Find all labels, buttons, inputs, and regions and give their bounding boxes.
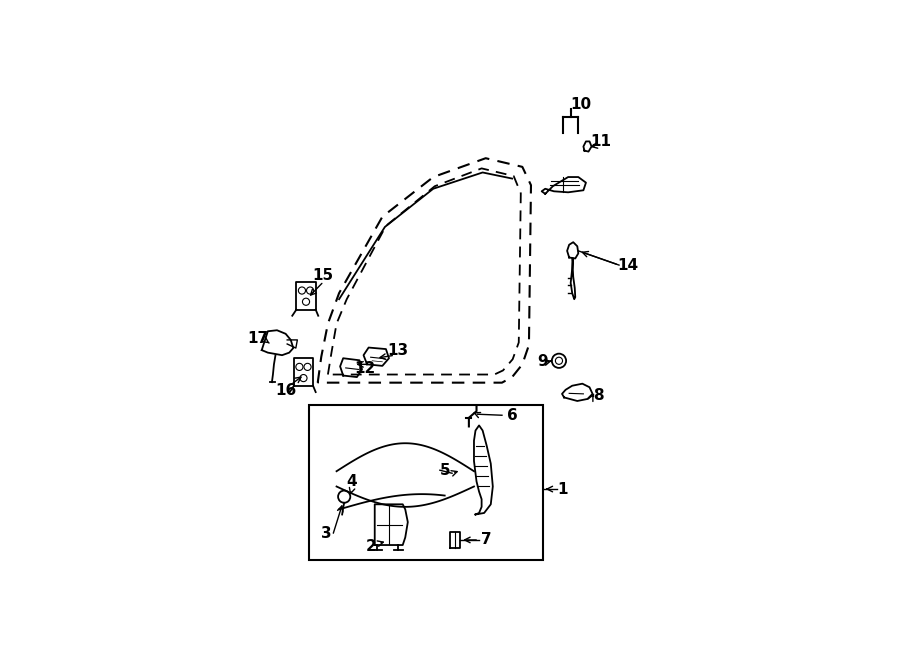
- Text: 5: 5: [440, 463, 450, 478]
- Text: 14: 14: [617, 258, 639, 272]
- Text: 6: 6: [507, 408, 517, 423]
- Text: 10: 10: [571, 97, 591, 112]
- Text: 15: 15: [312, 268, 333, 283]
- Text: 4: 4: [346, 474, 357, 489]
- Text: 11: 11: [590, 134, 612, 149]
- Text: 12: 12: [354, 361, 375, 376]
- Text: 17: 17: [248, 331, 268, 346]
- Text: 1: 1: [558, 482, 568, 496]
- Text: 7: 7: [482, 533, 492, 547]
- Text: 13: 13: [387, 342, 409, 358]
- Text: 8: 8: [593, 389, 604, 403]
- Text: 16: 16: [275, 383, 296, 399]
- FancyBboxPatch shape: [309, 405, 543, 561]
- Text: 9: 9: [537, 354, 548, 369]
- Text: 2: 2: [365, 539, 376, 553]
- Text: 3: 3: [321, 525, 332, 541]
